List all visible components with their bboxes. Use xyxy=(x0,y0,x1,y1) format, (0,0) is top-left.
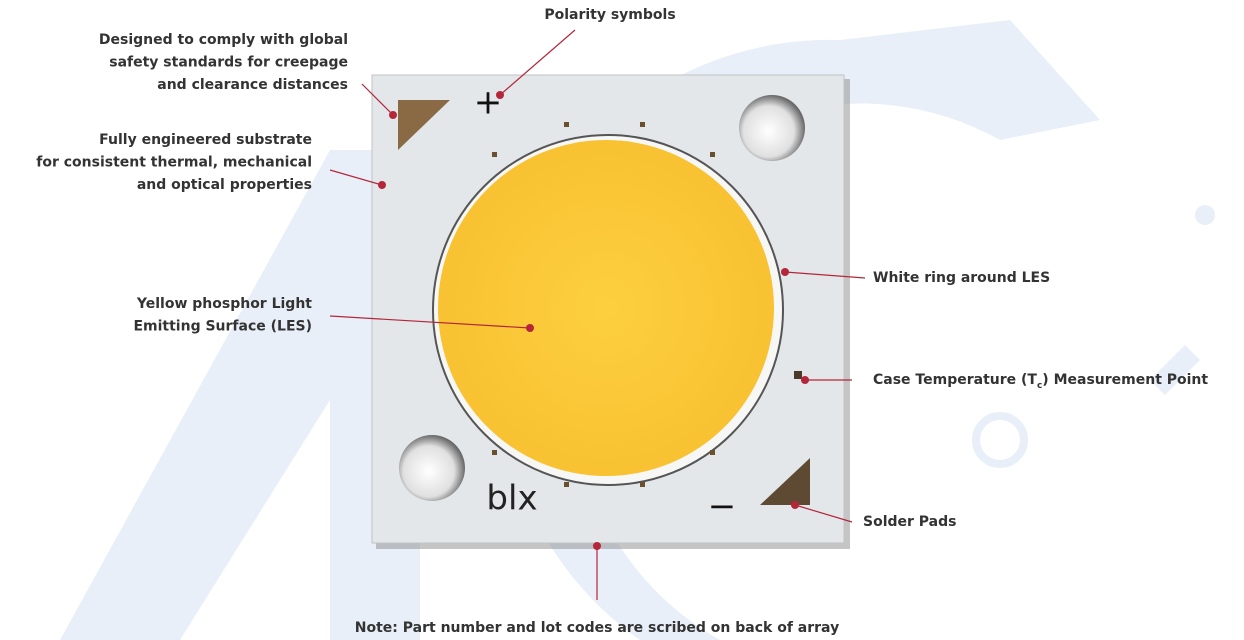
callout-label: and optical properties xyxy=(137,177,312,193)
callout-label: Designed to comply with global xyxy=(99,32,348,48)
tc-point xyxy=(794,371,802,379)
callout-label: Note: Part number and lot codes are scri… xyxy=(355,620,839,636)
plus-symbol: + xyxy=(474,83,503,123)
callout-label: Solder Pads xyxy=(863,514,956,530)
chip-marking: blx xyxy=(486,479,537,519)
les xyxy=(438,140,774,476)
mount-hole xyxy=(739,95,805,161)
callout-label: for consistent thermal, mechanical xyxy=(36,155,312,171)
callout-label: and clearance distances xyxy=(157,77,348,93)
diagram: + − blx Case Temperature (Tc) Measuremen… xyxy=(0,0,1244,640)
led-chip: + − blx xyxy=(372,75,850,549)
callout-label: White ring around LES xyxy=(873,270,1050,286)
callout-label: Emitting Surface (LES) xyxy=(133,319,312,335)
callout-label: Polarity symbols xyxy=(544,7,675,23)
callout-label: safety standards for creepage xyxy=(109,55,348,71)
callout-label: Yellow phosphor Light xyxy=(136,296,312,312)
mount-hole xyxy=(399,435,465,501)
callout-label: Fully engineered substrate xyxy=(99,132,312,148)
minus-symbol: − xyxy=(708,487,737,527)
callout-label: Case Temperature (Tc) Measurement Point xyxy=(873,372,1208,391)
